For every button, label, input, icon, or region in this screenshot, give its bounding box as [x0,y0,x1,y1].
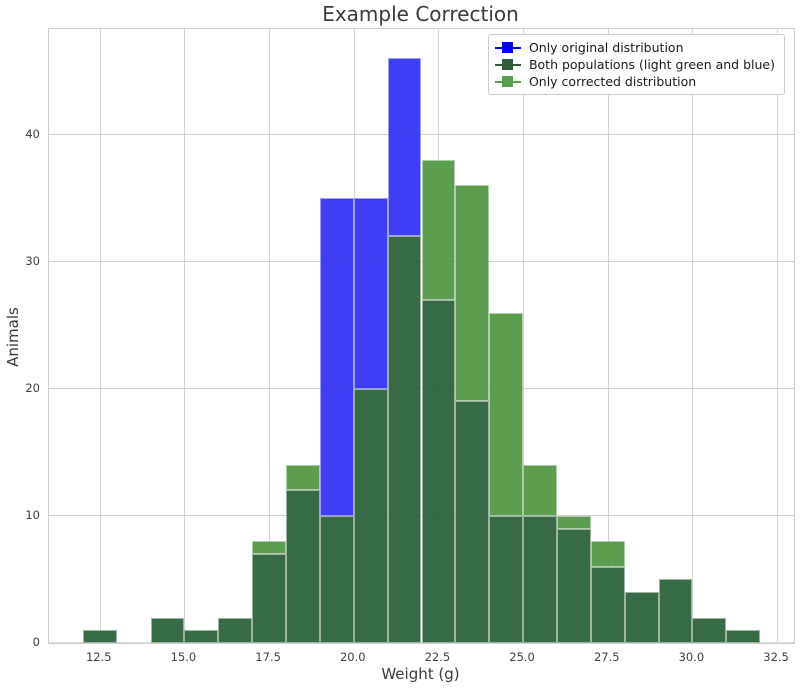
x-tick-label-30.0: 30.0 [678,650,705,664]
gridline-x-15 [184,29,186,643]
x-axis-label: Weight (g) [381,665,460,683]
grid-overlay-x-22.5 [438,29,440,643]
grid-overlay-x-25 [523,29,525,643]
bar-both-20 [353,388,388,643]
gridline-x-27.5 [607,29,609,643]
bar-original-20 [353,198,388,389]
legend-key-original-icon [494,41,521,54]
gridline-x-17.5 [269,29,271,643]
bar-corrected-23 [455,185,490,402]
chart-title: Example Correction [322,2,519,26]
grid-overlay-x-30 [692,29,694,643]
grid-overlay-y-10 [49,514,794,516]
x-tick-label-15.0: 15.0 [170,650,197,664]
y-tick-label-40: 40 [25,126,40,141]
legend-key-corrected-icon [494,75,521,88]
x-tick-label-27.5: 27.5 [593,650,620,664]
gridline-x-32.5 [777,29,779,643]
legend-key-square [502,42,514,53]
bar-both-12 [82,630,117,643]
x-tick-label-17.5: 17.5 [255,650,281,664]
x-tick-label-22.5: 22.5 [424,650,451,664]
y-axis-label: Animals [4,307,22,367]
x-tick-label-20.0: 20.0 [339,650,366,664]
bar-both-23 [455,401,490,643]
bar-original-21 [387,58,422,237]
bar-corrected-25 [523,465,557,516]
y-tick-label-30: 30 [25,253,40,268]
grid-overlay-x-17.5 [269,29,271,643]
bar-both-22 [421,299,456,643]
y-tick-label-10: 10 [25,507,40,522]
bar-both-15 [184,630,219,643]
x-tick-label-25.0: 25.0 [509,650,535,664]
bar-both-17 [252,554,287,643]
legend-key-square [502,59,514,70]
bar-both-26 [556,528,591,643]
bar-both-31 [726,630,761,643]
gridline-x-12.5 [99,29,101,643]
bar-both-30 [692,617,727,643]
y-tick-label-0: 0 [32,635,40,649]
bar-both-29 [658,579,693,643]
grid-overlay-x-12.5 [99,29,101,643]
x-tick-label-32.5: 32.5 [763,650,789,664]
gridline-y-40 [49,133,794,135]
grid-overlay-y-40 [49,133,794,135]
bar-both-28 [624,592,659,643]
legend: Only original distribution Both populatio… [487,34,785,95]
bar-both-18 [286,490,320,643]
y-tick-label-20: 20 [25,380,40,395]
grid-overlay-x-15 [184,29,186,643]
legend-label-original: Only original distribution [528,40,684,55]
plot-area: Only original distribution Both populatio… [48,28,795,644]
x-tick-label-12.5: 12.5 [85,650,112,664]
bar-original-19 [319,198,354,516]
bar-both-27 [590,566,625,643]
legend-key-both-icon [494,58,521,71]
bar-corrected-22 [421,159,456,300]
bar-corrected-18 [286,465,320,491]
bar-both-19 [319,515,354,643]
bar-corrected-27 [590,541,625,567]
grid-overlay-y-20 [49,387,794,389]
gridline-x-25 [523,29,525,643]
gridline-x-30 [692,29,694,643]
legend-row-both: Both populations (light green and blue) [494,57,775,72]
bar-corrected-24 [489,312,524,516]
bar-both-14 [150,617,185,643]
grid-overlay-y-30 [49,260,794,262]
legend-label-corrected: Only corrected distribution [528,74,697,89]
bar-both-21 [387,236,422,643]
legend-key-square [502,76,514,87]
grid-overlay-x-27.5 [607,29,609,643]
bar-both-16 [218,617,253,643]
grid-overlay-x-32.5 [777,29,779,643]
bar-corrected-26 [556,515,591,529]
bar-corrected-17 [252,541,287,555]
legend-row-corrected: Only corrected distribution [494,74,775,89]
legend-row-original: Only original distribution [494,40,775,55]
bar-both-24 [489,515,524,643]
bar-both-25 [523,515,557,643]
legend-label-both: Both populations (light green and blue) [528,57,775,72]
grid-overlay-x-20 [353,29,355,643]
